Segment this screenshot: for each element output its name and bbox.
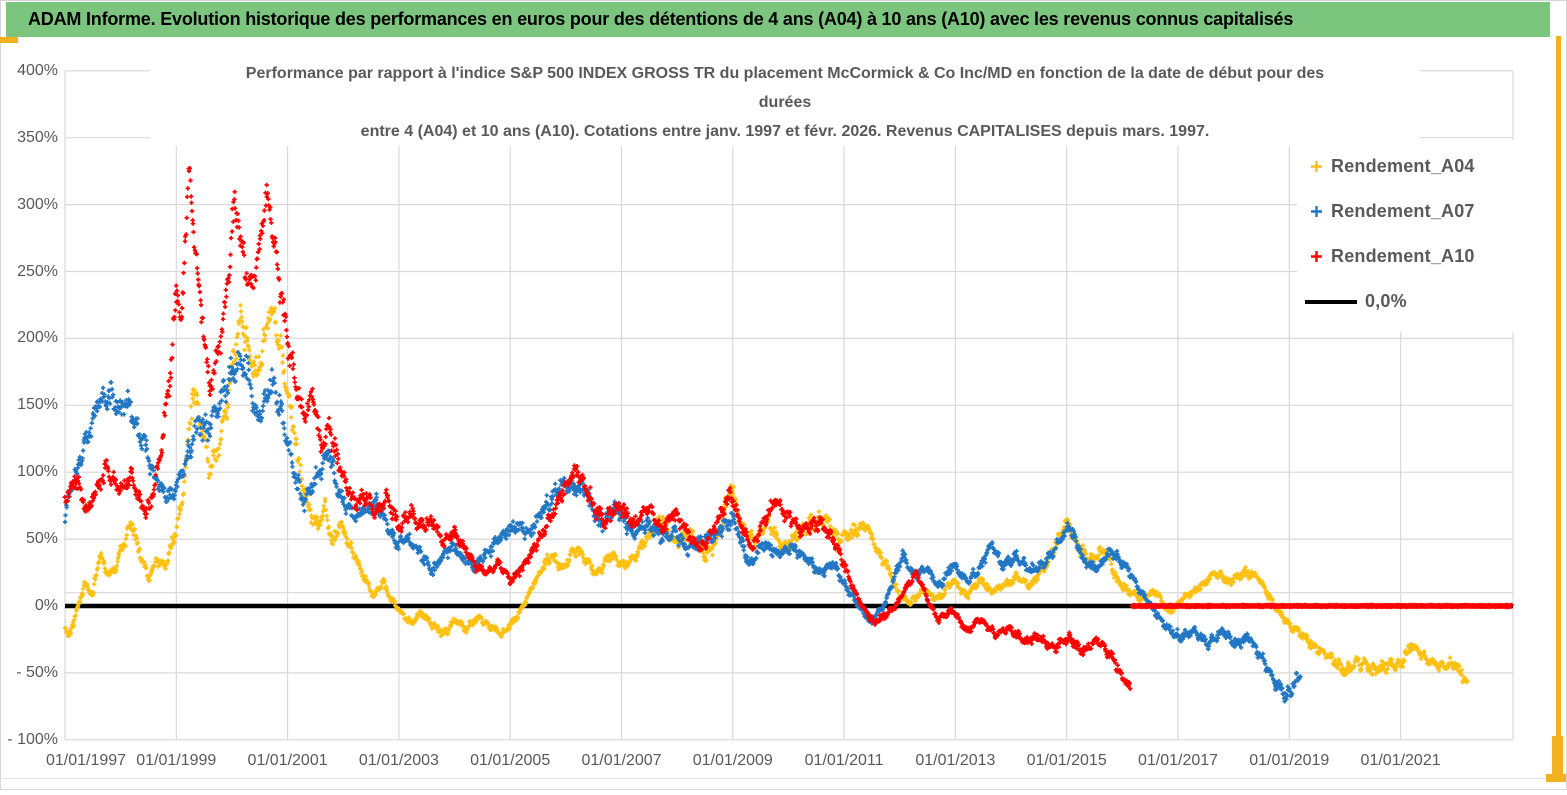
x-axis-tick-label: 01/01/1999: [136, 752, 217, 769]
legend-item-a10: Rendement_A10: [1301, 234, 1529, 279]
y-axis-tick-label: 300%: [17, 195, 58, 213]
zero-line-icon: [1305, 299, 1357, 304]
legend: Rendement_A04 Rendement_A07 Rendement_A1…: [1297, 140, 1529, 332]
page-title: ADAM Informe. Evolution historique des p…: [6, 2, 1550, 37]
x-axis-tick-label: 01/01/2017: [1137, 752, 1219, 769]
x-axis-tick-label: 01/01/2001: [247, 752, 328, 769]
chart-title-line-2: durées: [758, 94, 812, 111]
chart-title-line-1: Performance par rapport à l'indice S&P 5…: [245, 65, 1325, 82]
selection-border-chip: [0, 37, 18, 43]
x-axis-tick-label: 01/01/2011: [804, 752, 884, 769]
x-axis-tick-label: 01/01/2021: [1360, 752, 1441, 769]
legend-item-a07: Rendement_A07: [1301, 189, 1529, 234]
y-axis-tick-label: 0%: [34, 597, 58, 614]
x-axis-tick-label: 01/01/2013: [915, 752, 996, 769]
legend-label: Rendement_A07: [1331, 201, 1475, 221]
x-axis-tick-label: 01/01/2007: [581, 752, 662, 769]
legend-item-a04: Rendement_A04: [1301, 144, 1529, 189]
y-axis-tick-label: - 100%: [7, 730, 58, 748]
legend-item-zero-line: 0,0%: [1301, 279, 1529, 324]
y-axis-tick-label: 100%: [17, 463, 58, 481]
chart-bottom-edge: [0, 778, 1545, 779]
x-axis-tick-label: 01/01/2003: [358, 752, 439, 769]
legend-label: Rendement_A04: [1331, 156, 1475, 176]
y-axis-tick-label: 250%: [17, 262, 58, 280]
series-rendement_a10-flat-zero-markers: [1129, 602, 1514, 610]
y-axis-tick-label: 200%: [17, 329, 58, 347]
x-axis-tick-label: 01/01/2005: [470, 752, 551, 769]
y-axis-tick-label: 150%: [17, 396, 58, 414]
selection-border-corner: [1552, 736, 1563, 782]
x-axis-tick-label: 01/01/1997: [45, 752, 127, 769]
legend-label: Rendement_A10: [1331, 246, 1475, 266]
y-axis-tick-label: 350%: [17, 128, 58, 146]
series-rendement_a10: [62, 166, 1133, 691]
x-axis-tick-label: 01/01/2015: [1026, 752, 1107, 769]
chart-title-line-3: entre 4 (A04) et 10 ans (A10). Cotations…: [360, 123, 1210, 140]
y-axis-tick-label: - 50%: [16, 663, 58, 681]
selection-border-right: [1556, 36, 1561, 782]
x-axis-tick-label: 01/01/2009: [692, 752, 773, 769]
legend-label: 0,0%: [1365, 291, 1407, 311]
x-axis-tick-label: 01/01/2019: [1249, 752, 1330, 769]
plus-marker-icon: [1301, 250, 1331, 263]
y-axis-tick-label: 400%: [17, 61, 58, 79]
plus-marker-icon: [1301, 160, 1331, 173]
series-rendement_a04: [62, 303, 1470, 685]
chart-title: Performance par rapport à l'indice S&P 5…: [150, 59, 1420, 146]
y-axis-tick-label: 50%: [25, 530, 58, 548]
plus-marker-icon: [1301, 205, 1331, 218]
selection-border-corner: [1546, 774, 1566, 782]
